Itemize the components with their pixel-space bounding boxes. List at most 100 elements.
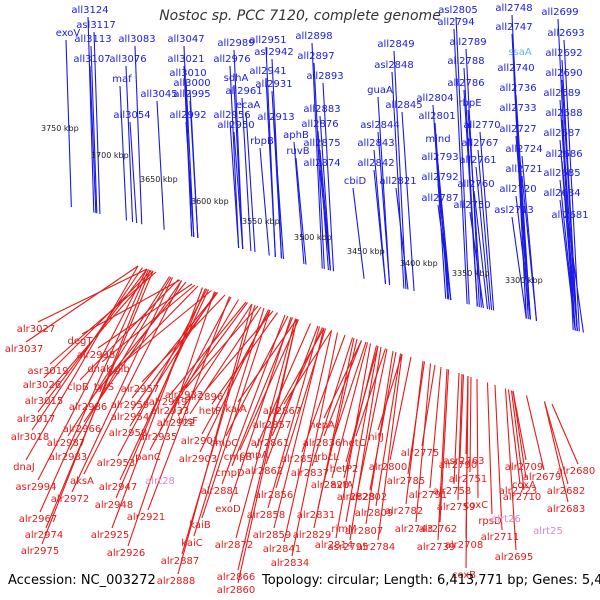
reverse-leader-line [512,390,527,479]
forward-leader-line [156,100,165,230]
forward-gene-label: all3113 [74,34,111,45]
reverse-leader-line [37,268,148,481]
reverse-gene-label: alr2836 [303,438,341,449]
reverse-gene-label: alr2683 [547,504,585,515]
forward-gene-label: all2750 [453,200,490,211]
forward-gene-label: all2893 [306,71,343,82]
forward-gene-label: all2788 [447,56,484,67]
forward-leader-line [401,111,415,292]
reverse-leader-line [343,345,378,479]
reverse-gene-label: alr2987 [47,438,85,449]
reverse-leader-line [115,288,207,499]
forward-leader-line [233,131,244,250]
forward-leader-line [561,160,578,332]
forward-gene-label: asl2942 [254,47,294,58]
forward-leader-line [259,147,270,256]
forward-leader-line [511,216,527,319]
reverse-gene-label: alr2823 [337,492,375,503]
reverse-gene-label: alr2858 [247,510,285,521]
forward-gene-label: all2787 [421,193,458,204]
reverse-leader-line [551,403,579,465]
forward-gene-label: all2950 [217,120,254,131]
forward-leader-line [352,187,365,279]
scale-labels: 3750 kbp 3700 kbp 3650 kbp 3600 kbp 3550 kbp… [41,124,543,285]
forward-gene-label: exoV [56,28,81,39]
forward-leader-line [373,169,387,285]
scale-label: 3450 kbp [347,247,385,256]
reverse-leader-line [117,288,208,457]
reverse-gene-label: alr2953 [97,458,135,469]
reverse-gene-label: alr2809 [355,508,393,519]
reverse-leader-line [273,327,325,419]
reverse-gene-label: alr2743 [395,524,433,535]
forward-gene-leader-lines [65,14,584,333]
reverse-gene-label: tyrS [94,382,114,393]
reverse-gene-label: cmpA [240,450,269,461]
reverse-gene-label: clpB [67,382,89,393]
forward-gene-label: all3045 [140,89,177,100]
forward-leader-line [273,123,285,260]
forward-leader-line [119,85,127,221]
reverse-gene-label: alr2711 [481,532,519,543]
forward-gene-label: asl2844 [360,120,400,131]
reverse-gene-label: asr2994 [16,482,57,493]
reverse-leader-line [181,304,256,555]
forward-gene-label: all2843 [357,138,394,149]
forward-leader-line [89,65,97,214]
forward-leader-line [455,16,470,305]
forward-gene-label: all2727 [499,124,536,135]
reverse-leader-line [375,353,402,507]
forward-gene-label: all2760 [457,179,494,190]
forward-leader-line [391,71,405,289]
forward-leader-line [377,131,391,286]
forward-gene-label: all2699 [541,7,578,18]
reverse-gene-label: coxC [464,500,488,511]
reverse-gene-label: coxB [452,570,476,581]
accession-text: Accession: NC_003272 [8,573,156,588]
scale-label: 3400 kbp [400,259,438,268]
reverse-leader-line [273,327,325,529]
reverse-gene-label: hetC [342,438,365,449]
forward-leader-line [90,45,98,214]
reverse-gene-label: alr2887 [161,556,199,567]
reverse-leader-line [101,284,196,363]
reverse-gene-label: rbcL [317,452,339,463]
reverse-leader-line [476,378,479,499]
reverse-gene-label: alr2948 [95,500,133,511]
forward-gene-label: all2690 [545,68,582,79]
reverse-gene-label: rpsD [478,516,502,527]
forward-leader-line [229,121,240,249]
reverse-gene-label: alr2841 [263,544,301,555]
reverse-gene-label: alr2758 [433,486,471,497]
reverse-leader-line [237,318,298,584]
forward-leader-line [93,31,101,215]
reverse-leader-line [129,291,217,427]
forward-leader-line [241,97,252,252]
reverse-gene-label: exoD [215,504,241,515]
forward-gene-label: all2685 [543,168,580,179]
rna-gene-label: alrt26 [491,514,521,525]
forward-leader-line [559,199,576,331]
forward-leader-line [311,42,323,269]
reverse-gene-label: panC [135,452,161,463]
scale-label: 3650 kbp [140,175,178,184]
reverse-gene-label: hetP [199,406,221,417]
reverse-leader-line [169,301,247,396]
forward-leader-line [521,175,538,322]
reverse-gene-label: alr2896 [185,392,223,403]
forward-gene-label: all2767 [461,138,498,149]
forward-gene-label: cbiD [344,176,367,187]
reverse-leader-line [199,309,269,453]
reverse-leader-line [512,390,527,461]
reverse-leader-line [177,303,253,575]
reverse-gene-label: alr2784 [357,542,395,553]
reverse-leader-line [185,305,259,389]
reverse-leader-line [235,318,297,539]
forward-gene-label: all3107 [73,54,110,65]
forward-gene-label: all2692 [545,48,582,59]
scale-label: 3350 kbp [452,269,490,278]
forward-gene-label: all2875 [303,138,340,149]
forward-gene-label: all2733 [499,103,536,114]
reverse-leader-line [349,346,382,541]
forward-gene-label: all2842 [357,158,394,169]
